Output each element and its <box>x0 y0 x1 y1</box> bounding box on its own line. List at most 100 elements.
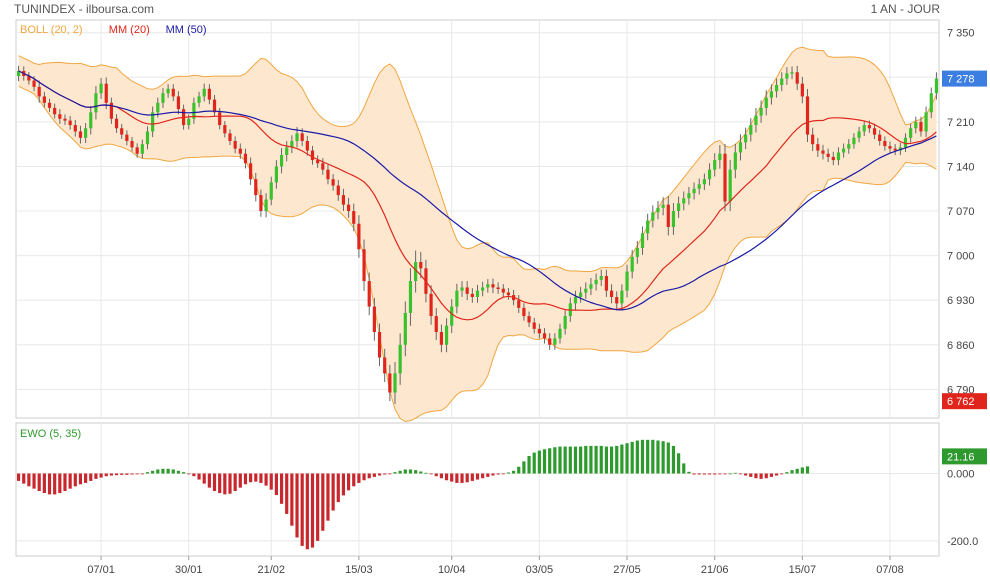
candle-body <box>125 134 129 141</box>
candle-body <box>279 155 284 167</box>
candle-body <box>305 140 309 151</box>
candle-body <box>852 137 856 145</box>
ewo-bar <box>450 473 454 482</box>
candle-body <box>192 102 196 119</box>
candle-body <box>878 134 882 141</box>
ewo-bar <box>682 463 686 474</box>
candle-body <box>58 114 62 119</box>
candle-body <box>295 133 299 141</box>
ewo-bar <box>702 473 706 475</box>
ewo-bar <box>754 473 758 479</box>
ewo-bar <box>481 473 485 479</box>
ewo-last-tag: 21.16 <box>942 448 987 465</box>
ewo-bar <box>27 473 31 487</box>
candle-body <box>857 131 861 138</box>
candle-body <box>738 142 743 153</box>
ewo-bar <box>640 439 645 474</box>
bollinger-band-fill <box>18 47 937 422</box>
candle-body <box>450 306 454 326</box>
ewo-bar <box>326 473 330 521</box>
candle-body <box>486 284 490 288</box>
x-tick-label: 30/01 <box>175 564 203 576</box>
ewo-bar <box>697 473 701 475</box>
candle-body <box>532 322 536 329</box>
ewo-bar <box>130 473 134 475</box>
ewo-bar <box>47 473 52 495</box>
candle-body <box>42 96 46 103</box>
ewo-bar <box>604 446 609 474</box>
candle-body <box>573 297 578 304</box>
candle-body <box>909 128 913 138</box>
ewo-bar <box>439 473 444 479</box>
y-tick-label: 7 070 <box>947 206 975 218</box>
candle-body <box>723 153 727 202</box>
ewo-bar <box>73 473 77 487</box>
candle-body <box>604 275 609 291</box>
candle-body <box>615 297 619 304</box>
candle-body <box>27 76 31 81</box>
candle-body <box>790 72 794 74</box>
candle-body <box>640 233 645 248</box>
ewo-bar <box>341 473 346 496</box>
ewo-bar <box>713 473 717 475</box>
candle-body <box>795 72 799 84</box>
ewo-bar <box>475 473 480 480</box>
ewo-bar <box>68 473 72 489</box>
ewo-bar <box>187 473 191 475</box>
candle-body <box>362 249 366 282</box>
ewo-bar <box>677 453 681 474</box>
ewo-bar <box>53 473 57 495</box>
candle-body <box>393 373 397 393</box>
ewo-bar <box>795 468 799 474</box>
candle-body <box>475 290 480 298</box>
candle-body <box>713 160 717 170</box>
candle-body <box>646 220 650 234</box>
candle-body <box>207 88 211 100</box>
candle-body <box>16 70 21 77</box>
candle-body <box>444 325 449 345</box>
ewo-bar <box>228 473 232 494</box>
mm50-line <box>18 70 937 311</box>
candle-body <box>367 281 371 307</box>
ewo-bar <box>331 473 335 511</box>
candle-body <box>780 78 784 85</box>
ewo-bar <box>718 473 722 475</box>
ewo-bar <box>58 473 62 494</box>
candle-body <box>326 169 330 180</box>
candle-body <box>702 179 706 185</box>
ewo-bar <box>89 473 93 481</box>
candle-body <box>32 80 36 87</box>
ewo-bar <box>785 472 789 474</box>
candle-body <box>372 306 376 333</box>
candle-body <box>228 133 232 141</box>
candle-body <box>439 332 444 345</box>
candle-body <box>197 96 201 103</box>
candle-body <box>692 188 696 194</box>
candle-body <box>120 128 124 135</box>
ewo-bar <box>367 473 371 479</box>
ewo-bar <box>501 473 505 475</box>
ewo-bar <box>651 439 655 474</box>
candle-body <box>548 338 552 345</box>
candle-body <box>862 125 866 132</box>
ewo-bar <box>94 473 98 479</box>
ewo-bar <box>630 441 634 474</box>
ewo-bar <box>615 445 619 474</box>
ewo-bar <box>274 473 278 496</box>
candle-body <box>455 290 459 307</box>
ewo-bar <box>790 470 794 474</box>
candle-body <box>919 121 923 132</box>
ewo-bar <box>161 468 165 474</box>
candle-body <box>388 373 392 393</box>
y-tick-label: 7 000 <box>947 251 975 263</box>
ewo-last-tag-text: 21.16 <box>947 451 975 463</box>
candle-body <box>238 148 242 154</box>
candle-body <box>114 118 119 129</box>
ewo-bar <box>542 449 547 474</box>
ewo-bar <box>470 473 474 481</box>
ewo-y-tick-label: -200.0 <box>947 536 978 548</box>
ewo-bar <box>558 446 562 474</box>
ewo-bar <box>403 469 407 474</box>
candle-body <box>811 134 815 145</box>
ewo-bar <box>279 473 284 504</box>
